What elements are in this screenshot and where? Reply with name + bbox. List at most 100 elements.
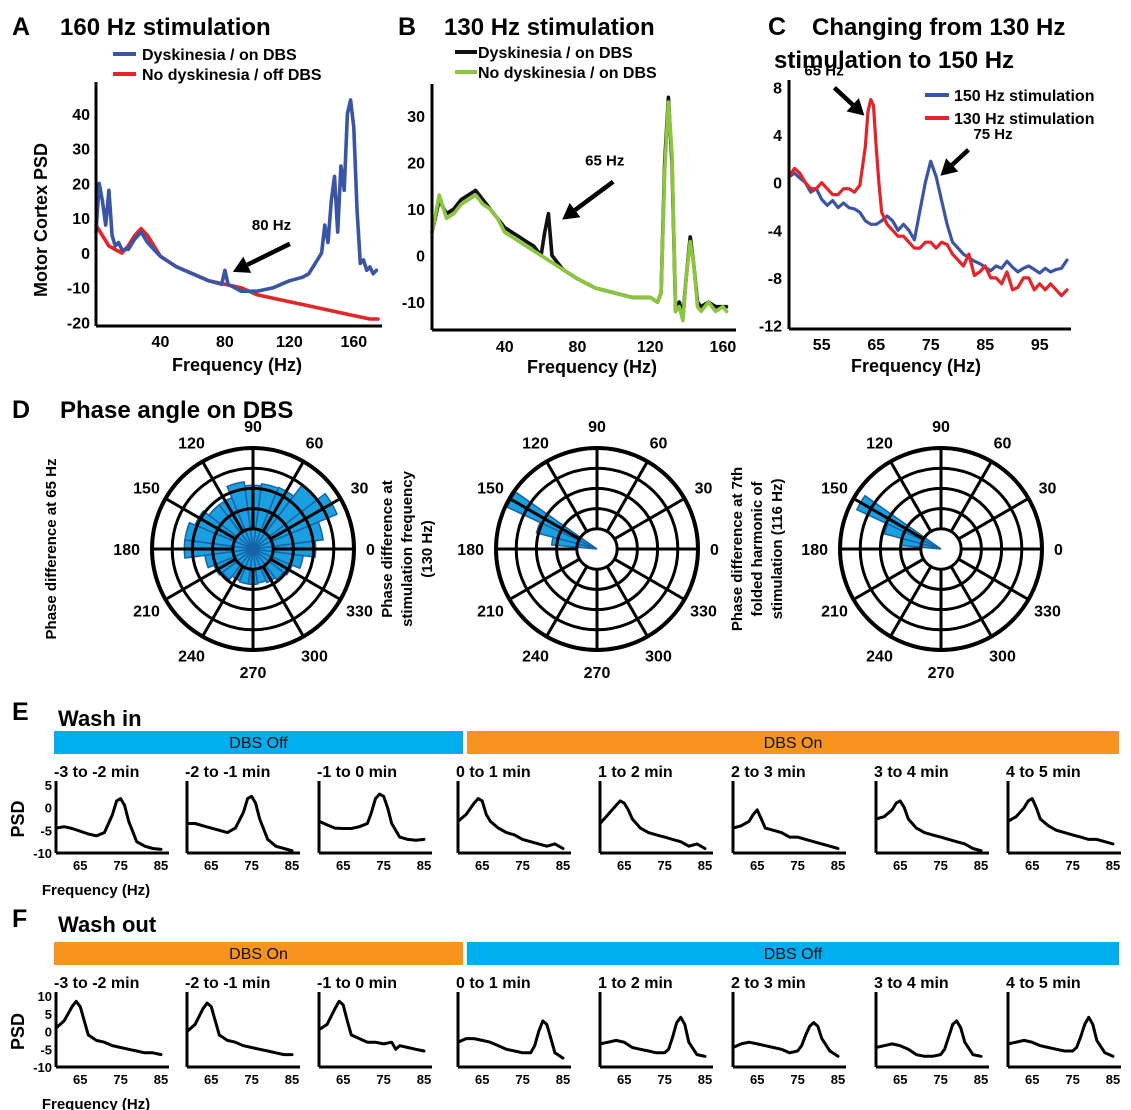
x-axis-label: Frequency (Hz) xyxy=(851,356,981,376)
x-tick-label: 75 xyxy=(113,1072,127,1087)
polar-spoke xyxy=(605,460,649,533)
psd-line xyxy=(874,799,983,853)
x-tick-label: 85 xyxy=(831,858,845,873)
arrow-head xyxy=(940,158,959,176)
subplot: 0 to 1 min 65 75 85 xyxy=(456,764,571,873)
panel-f: F Wash out DBS On DBS Off -3 to -2 min 65 75 85… xyxy=(8,905,1121,1110)
panel-title: Phase angle on DBS xyxy=(60,397,293,424)
polar-spoke xyxy=(508,497,581,541)
time-window-label: 3 to 4 min xyxy=(874,975,949,992)
polar-spoke xyxy=(201,565,245,638)
polar-angle-label: 120 xyxy=(866,436,893,453)
x-tick-label: 65 xyxy=(336,1072,350,1087)
polar-angle-label: 300 xyxy=(989,649,1016,666)
polar-spoke xyxy=(545,460,589,533)
polar-angle-label: 210 xyxy=(821,604,848,621)
polar-angle-label: 240 xyxy=(866,649,893,666)
psd-line xyxy=(317,999,426,1053)
subplot: 2 to 3 min 65 75 85 xyxy=(731,975,846,1087)
polar-angle-label: 180 xyxy=(457,542,484,559)
panel-d: D Phase angle on DBS 0 30 60 90 120 150 180 210 24… xyxy=(12,396,1063,682)
polar-y-label: (130 Hz) xyxy=(419,520,436,578)
y-tick-label: -10 xyxy=(67,281,90,298)
dbs-status-bar xyxy=(467,731,1119,754)
dbs-status-label: DBS On xyxy=(764,735,823,752)
time-window-label: 0 to 1 min xyxy=(456,975,531,992)
subplot: 4 to 5 min 65 75 85 xyxy=(1006,975,1121,1087)
legend-label: No dyskinesia / off DBS xyxy=(142,67,322,84)
subplot: -1 to 0 min 65 75 85 xyxy=(317,975,432,1087)
polar-angle-label: 330 xyxy=(1034,604,1061,621)
polar-angle-label: 180 xyxy=(113,542,140,559)
panel-b: B 130 Hz stimulation Dyskinesia / on DBS No… xyxy=(398,13,736,377)
y-tick-label: 8 xyxy=(773,81,782,98)
polar-wedge xyxy=(550,536,598,550)
y-axis-label: PSD xyxy=(8,1013,28,1050)
legend-label: Dyskinesia / on DBS xyxy=(478,45,633,62)
x-tick-label: 85 xyxy=(698,858,712,873)
psd-line xyxy=(317,792,426,842)
x-tick-label: 65 xyxy=(1025,1072,1039,1087)
subplot: -1 to 0 min 65 75 85 xyxy=(317,764,432,873)
panel-label: D xyxy=(12,396,30,424)
y-tick-label: -4 xyxy=(768,223,782,240)
y-tick-label: -8 xyxy=(768,271,782,288)
subplot: 4 to 5 min 65 75 85 xyxy=(1006,764,1121,873)
polar-wedge xyxy=(252,483,280,550)
panel-title-line-1: Changing from 130 Hz xyxy=(812,14,1065,41)
x-tick-label: 75 xyxy=(790,858,804,873)
polar-spoke xyxy=(949,565,993,638)
polar-y-label: Phase difference at 65 Hz xyxy=(43,459,60,640)
x-tick-label: 65 xyxy=(336,858,350,873)
x-tick-label: 85 xyxy=(154,858,168,873)
polar-spoke xyxy=(545,565,589,638)
polar-angle-label: 90 xyxy=(244,419,262,436)
polar-angle-label: 90 xyxy=(588,419,606,436)
y-tick-label: 30 xyxy=(407,109,425,126)
polar-angle-label: 270 xyxy=(928,665,955,682)
y-tick-label: 0 xyxy=(416,249,425,266)
time-window-label: 0 to 1 min xyxy=(456,764,531,781)
series-line-1 xyxy=(430,100,729,323)
subplot: 1 to 2 min 65 75 85 xyxy=(598,975,713,1087)
psd-line xyxy=(185,794,294,853)
x-tick-label: 160 xyxy=(340,334,367,351)
polar-wedge xyxy=(535,521,598,550)
psd-line xyxy=(731,808,840,850)
subplot: -3 to -2 min 65 75 85 -10 -5 0 5 10 xyxy=(33,975,169,1087)
x-tick-label: 65 xyxy=(73,858,87,873)
polar-spoke xyxy=(949,460,993,533)
y-tick-label: 30 xyxy=(72,142,90,159)
x-tick-label: 85 xyxy=(417,1072,431,1087)
x-tick-label: 75 xyxy=(113,858,127,873)
y-tick-label: -20 xyxy=(67,316,90,333)
panel-title: 160 Hz stimulation xyxy=(60,14,271,41)
subplot: 1 to 2 min 65 75 85 xyxy=(598,764,713,873)
polar-angle-label: 210 xyxy=(477,604,504,621)
polar-spoke xyxy=(164,497,237,541)
dbs-status-label: DBS On xyxy=(229,946,288,963)
polar-spoke xyxy=(957,497,1030,541)
polar-plot-2: 0 30 60 90 120 150 180 210 240 270 300 330 Phase dif… xyxy=(379,419,719,682)
arrow-head xyxy=(232,256,252,273)
x-tick-label: 85 xyxy=(417,858,431,873)
time-window-label: 1 to 2 min xyxy=(598,975,673,992)
psd-line xyxy=(185,1001,294,1057)
y-axis-label: PSD xyxy=(8,800,28,837)
x-tick-label: 85 xyxy=(831,1072,845,1087)
x-tick-label: 65 xyxy=(617,858,631,873)
time-window-label: 2 to 3 min xyxy=(731,764,806,781)
panel-title: Wash in xyxy=(58,706,142,731)
polar-spoke xyxy=(605,565,649,638)
polar-angle-label: 60 xyxy=(650,436,668,453)
x-tick-label: 85 xyxy=(974,858,988,873)
subplot: 3 to 4 min 65 75 85 xyxy=(874,975,989,1087)
time-window-label: -1 to 0 min xyxy=(317,975,397,992)
x-tick-label: 55 xyxy=(813,337,831,354)
dbs-status-label: DBS Off xyxy=(764,946,823,963)
x-tick-label: 75 xyxy=(657,1072,671,1087)
legend-label: 150 Hz stimulation xyxy=(954,88,1094,105)
x-tick-label: 75 xyxy=(933,1072,947,1087)
annotation-arrow xyxy=(940,148,970,176)
x-tick-label: 85 xyxy=(976,337,994,354)
